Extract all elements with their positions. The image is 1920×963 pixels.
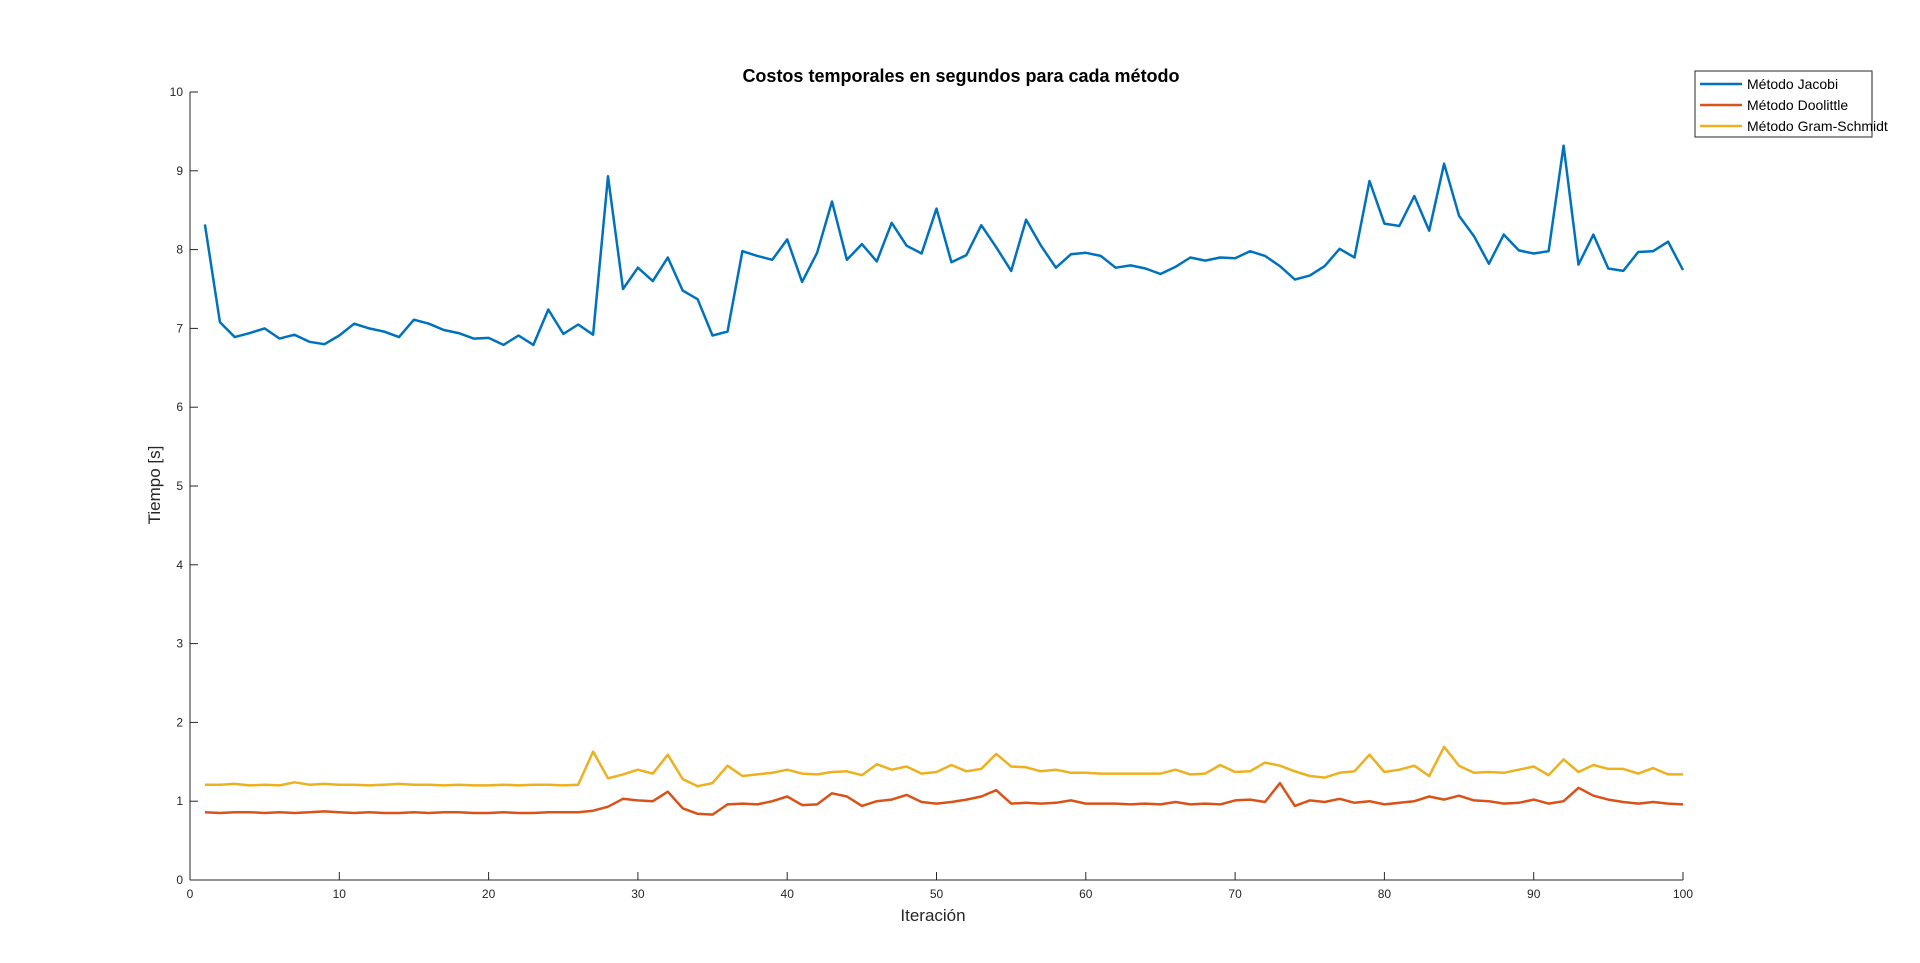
y-tick-label: 9 (176, 164, 183, 178)
x-tick-label: 80 (1378, 887, 1392, 901)
y-tick-label: 6 (176, 400, 183, 414)
legend-entry: Método Jacobi (1747, 76, 1838, 92)
y-tick-label: 4 (176, 558, 183, 572)
y-tick-label: 0 (176, 873, 183, 887)
y-tick-label: 7 (176, 321, 183, 335)
y-tick-label: 8 (176, 243, 183, 257)
x-tick-label: 50 (930, 887, 944, 901)
y-tick-label: 10 (170, 85, 184, 99)
legend-entry: Método Doolittle (1747, 97, 1848, 113)
plot-lines (203, 144, 1685, 816)
x-tick-label: 30 (631, 887, 645, 901)
series-line-1 (203, 144, 1685, 347)
series-line-3 (204, 745, 1683, 788)
y-tick-label: 5 (176, 479, 183, 493)
series-line-2 (204, 781, 1684, 816)
legend: Método Jacobi Método Doolittle Método Gram… (1694, 70, 1888, 138)
y-ticks: 0 1 2 3 4 5 6 7 8 9 10 (170, 85, 198, 887)
x-tick-label: 40 (781, 887, 795, 901)
x-tick-label: 20 (482, 887, 496, 901)
x-tick-label: 70 (1228, 887, 1242, 901)
y-tick-label: 2 (176, 715, 183, 729)
legend-entry: Método Gram-Schmidt (1747, 118, 1888, 134)
x-tick-label: 10 (333, 887, 347, 901)
x-tick-label: 100 (1673, 887, 1693, 901)
axes: 0 10 20 30 40 50 60 70 80 90 100 0 1 2 3 4 5 6 7 8 9 10 (170, 85, 1694, 901)
y-tick-label: 1 (176, 794, 183, 808)
y-tick-label: 3 (176, 637, 183, 651)
x-tick-label: 60 (1079, 887, 1093, 901)
x-ticks: 0 10 20 30 40 50 60 70 80 90 100 (187, 872, 1693, 901)
x-tick-label: 90 (1527, 887, 1541, 901)
chart-title: Costos temporales en segundos para cada … (742, 66, 1179, 86)
x-axis-label: Iteración (900, 906, 965, 925)
x-tick-label: 0 (187, 887, 194, 901)
y-axis-label: Tiempo [s] (145, 446, 164, 525)
